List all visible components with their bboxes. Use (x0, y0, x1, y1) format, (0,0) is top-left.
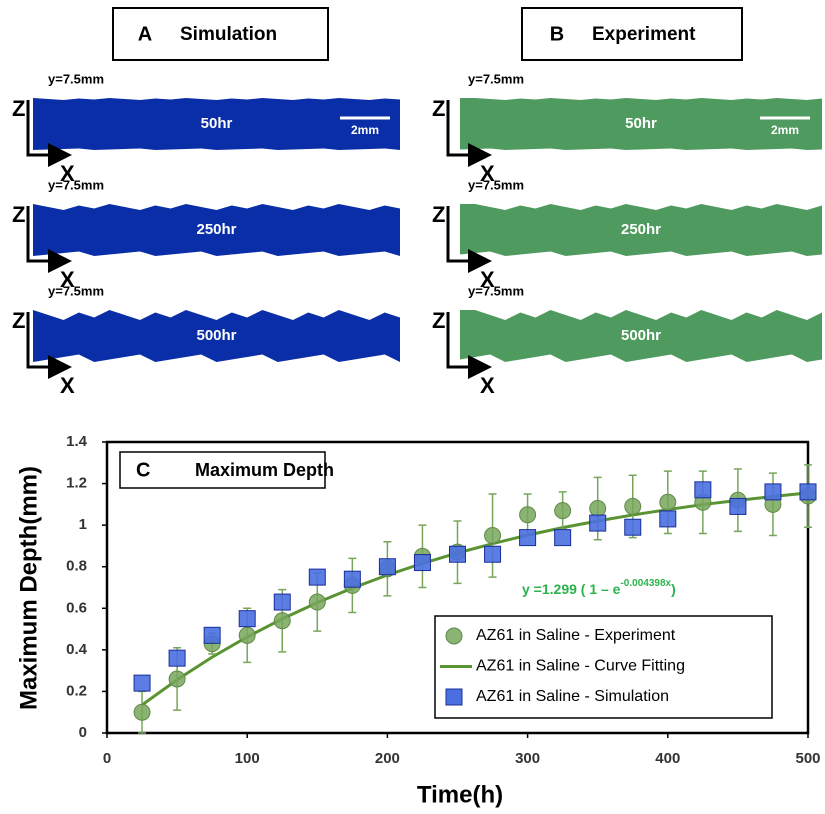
experiment-point (555, 503, 571, 519)
simulation-point (274, 594, 290, 610)
experiment-point (520, 507, 536, 523)
simulation-point (555, 530, 571, 546)
depth-label: y=7.5mm (48, 177, 104, 192)
experiment-point (309, 594, 325, 610)
experiment-point (485, 528, 501, 544)
simulation-point (134, 675, 150, 691)
experiment-point (625, 498, 641, 514)
figure: A Simulation y=7.5mm 50hr Z X 2mm y=7.5mm 250hr Z… (0, 0, 825, 814)
experiment-point (660, 494, 676, 510)
y-tick-label: 0.6 (66, 599, 87, 616)
time-label: 50hr (625, 115, 657, 132)
simulation-point (414, 555, 430, 571)
panel-title: Experiment (592, 24, 696, 45)
equation-text: y =1.299 ( 1 – e (522, 581, 621, 597)
depth-label: y=7.5mm (48, 71, 104, 86)
y-tick-label: 0.2 (66, 682, 87, 699)
legend-label: AZ61 in Saline - Curve Fitting (476, 658, 685, 675)
simulation-point (450, 546, 466, 562)
simulation-point (660, 511, 676, 527)
time-label: 50hr (201, 115, 233, 132)
simulation-point (344, 571, 360, 587)
simulation-point (204, 627, 220, 643)
equation-exponent: -0.004398x (620, 578, 671, 589)
x-tick-label: 200 (375, 750, 400, 767)
experiment-point (274, 613, 290, 629)
panel-label: A (138, 23, 152, 45)
legend-swatch (446, 689, 462, 705)
depth-label: y=7.5mm (468, 177, 524, 192)
time-label: 250hr (621, 221, 661, 238)
experiment-point (239, 627, 255, 643)
time-label: 500hr (196, 327, 236, 344)
scale-label: 2mm (771, 123, 799, 137)
time-label: 250hr (196, 221, 236, 238)
experiment-point (590, 501, 606, 517)
time-label: 500hr (621, 327, 661, 344)
y-tick-label: 0 (79, 724, 87, 741)
axis-x-label: X (60, 373, 75, 398)
simulation-point (730, 498, 746, 514)
legend-label: AZ61 in Saline - Experiment (476, 627, 676, 644)
experiment-point (134, 704, 150, 720)
x-tick-label: 100 (235, 750, 260, 767)
y-tick-label: 0.8 (66, 558, 87, 575)
axis-z-label: Z (432, 96, 445, 121)
y-tick-label: 1.2 (66, 475, 87, 492)
panel-label: B (550, 23, 564, 45)
legend-swatch (446, 628, 462, 644)
y-axis-label: Maximum Depth(mm) (15, 466, 42, 710)
simulation-point (765, 484, 781, 500)
y-tick-label: 0.4 (66, 641, 88, 658)
x-tick-label: 400 (655, 750, 680, 767)
panel-label: C (136, 459, 150, 481)
y-tick-label: 1 (79, 516, 87, 533)
axis-z-label: Z (12, 308, 25, 333)
simulation-point (169, 650, 185, 666)
simulation-point (520, 530, 536, 546)
legend-label: AZ61 in Saline - Simulation (476, 688, 669, 705)
simulation-point (800, 484, 816, 500)
simulation-point (695, 482, 711, 498)
axis-x-label: X (480, 373, 495, 398)
depth-label: y=7.5mm (48, 283, 104, 298)
y-tick-label: 1.4 (66, 433, 88, 450)
simulation-point (379, 559, 395, 575)
chart-title: Maximum Depth (195, 460, 334, 480)
x-axis-label: Time(h) (417, 781, 503, 808)
x-tick-label: 500 (795, 750, 820, 767)
x-tick-label: 0 (103, 750, 111, 767)
depth-label: y=7.5mm (468, 283, 524, 298)
simulation-point (485, 546, 501, 562)
scale-label: 2mm (351, 123, 379, 137)
simulation-point (239, 611, 255, 627)
axis-z-label: Z (432, 308, 445, 333)
axis-z-label: Z (12, 202, 25, 227)
equation-close: ) (671, 581, 676, 597)
experiment-point (169, 671, 185, 687)
panel-title: Simulation (180, 24, 277, 45)
simulation-point (625, 519, 641, 535)
axis-z-label: Z (12, 96, 25, 121)
axis-z-label: Z (432, 202, 445, 227)
simulation-point (590, 515, 606, 531)
depth-label: y=7.5mm (468, 71, 524, 86)
simulation-point (309, 569, 325, 585)
x-tick-label: 300 (515, 750, 540, 767)
